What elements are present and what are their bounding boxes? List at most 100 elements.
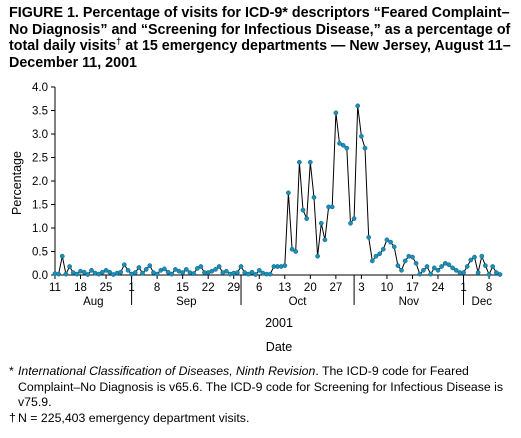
year-label: 2001 bbox=[265, 316, 293, 330]
data-point bbox=[384, 237, 390, 243]
data-point bbox=[399, 267, 404, 273]
footnotes: * International Classification of Diseas… bbox=[9, 364, 514, 426]
data-point bbox=[180, 270, 186, 275]
x-tick-label: 8 bbox=[154, 282, 160, 294]
x-tick-label: 24 bbox=[432, 282, 445, 294]
data-point bbox=[100, 269, 105, 275]
data-point bbox=[249, 269, 255, 275]
data-point bbox=[377, 251, 382, 257]
footnote-text: . The ICD-9 code for Feared Complaint–No… bbox=[18, 364, 504, 409]
data-point bbox=[191, 271, 196, 276]
y-tick-label: 3.5 bbox=[32, 106, 48, 118]
data-point bbox=[344, 145, 350, 151]
y-tick-label: 0.0 bbox=[32, 270, 48, 282]
dagger-mark: † bbox=[116, 36, 122, 47]
y-tick-label: 3.0 bbox=[32, 129, 48, 141]
data-point bbox=[96, 271, 102, 277]
data-point bbox=[439, 264, 444, 269]
data-point bbox=[154, 271, 160, 277]
data-point bbox=[464, 264, 470, 269]
x-tick-label: 13 bbox=[278, 282, 291, 294]
month-label: Dec bbox=[472, 296, 493, 308]
data-point bbox=[497, 272, 503, 277]
line-chart: 0.00.51.01.52.02.53.03.54.01118251815222… bbox=[10, 82, 503, 354]
data-point bbox=[143, 267, 149, 272]
data-point bbox=[198, 264, 204, 269]
data-point bbox=[118, 269, 124, 275]
data-point bbox=[194, 266, 200, 271]
data-point bbox=[362, 145, 368, 151]
data-point bbox=[121, 262, 127, 268]
chart-axes bbox=[54, 87, 500, 276]
y-axis-label: Percentage bbox=[10, 151, 24, 215]
month-label: Oct bbox=[289, 296, 308, 308]
y-tick-label: 0.5 bbox=[32, 247, 48, 259]
figure-title: FIGURE 1. Percentage of visits for ICD-9… bbox=[9, 5, 514, 71]
data-point bbox=[162, 266, 167, 272]
title-text-end: at 15 emergency departments — New Jersey… bbox=[9, 38, 511, 71]
data-point bbox=[74, 271, 80, 277]
y-tick-label: 1.0 bbox=[32, 223, 48, 235]
data-point bbox=[307, 159, 313, 165]
chart-series bbox=[52, 103, 503, 277]
data-point bbox=[67, 264, 72, 269]
x-tick-label: 15 bbox=[176, 282, 189, 294]
month-label: Aug bbox=[83, 296, 103, 308]
data-point bbox=[468, 257, 474, 263]
data-point bbox=[297, 159, 302, 165]
data-point bbox=[224, 268, 229, 274]
data-point bbox=[472, 254, 477, 260]
data-point bbox=[318, 220, 324, 226]
data-point bbox=[453, 267, 459, 273]
data-point bbox=[107, 269, 113, 275]
data-point bbox=[315, 253, 320, 259]
x-tick-label: 27 bbox=[329, 282, 342, 294]
x-tick-label: 25 bbox=[100, 282, 113, 294]
data-point bbox=[395, 263, 401, 268]
data-point bbox=[63, 271, 69, 277]
data-point bbox=[216, 264, 222, 269]
data-point bbox=[446, 262, 452, 268]
data-point bbox=[245, 271, 251, 277]
data-point bbox=[85, 272, 91, 277]
data-point bbox=[238, 264, 244, 269]
footnote-italic-text: International Classification of Diseases… bbox=[18, 364, 316, 378]
data-point bbox=[428, 271, 434, 277]
y-tick-label: 2.5 bbox=[32, 153, 48, 165]
data-point bbox=[267, 271, 273, 277]
data-point bbox=[461, 270, 466, 275]
data-point bbox=[413, 260, 419, 266]
data-point bbox=[136, 265, 142, 270]
data-point bbox=[490, 264, 496, 269]
data-point bbox=[337, 141, 342, 146]
footnote-mark: † bbox=[9, 410, 16, 425]
y-tick-label: 4.0 bbox=[32, 82, 48, 94]
data-point bbox=[235, 270, 240, 275]
data-point bbox=[311, 195, 317, 200]
x-tick-label: 29 bbox=[227, 282, 240, 294]
footnote-mark: * bbox=[9, 364, 14, 378]
data-point bbox=[59, 253, 65, 259]
data-point bbox=[391, 244, 397, 250]
data-point bbox=[373, 253, 379, 259]
footnote-total-visits: † N = 225,403 emergency department visit… bbox=[9, 411, 514, 427]
data-point bbox=[417, 271, 423, 277]
data-point bbox=[125, 267, 131, 273]
data-point bbox=[359, 133, 364, 139]
month-label: Nov bbox=[399, 296, 420, 308]
x-tick-label: 8 bbox=[486, 282, 492, 294]
data-point bbox=[253, 272, 258, 277]
data-point bbox=[56, 271, 61, 277]
data-point bbox=[213, 267, 218, 272]
data-point bbox=[402, 258, 408, 264]
data-point bbox=[169, 271, 175, 277]
x-axis-label: Date bbox=[266, 340, 292, 354]
data-point bbox=[89, 267, 94, 273]
x-tick-label: 11 bbox=[49, 282, 61, 294]
data-point bbox=[475, 270, 481, 275]
footnote-text: N = 225,403 emergency department visits. bbox=[18, 410, 250, 425]
data-point bbox=[81, 269, 87, 275]
x-tick-label: 10 bbox=[381, 282, 394, 294]
x-tick-label: 20 bbox=[304, 282, 317, 294]
data-point bbox=[366, 235, 372, 240]
